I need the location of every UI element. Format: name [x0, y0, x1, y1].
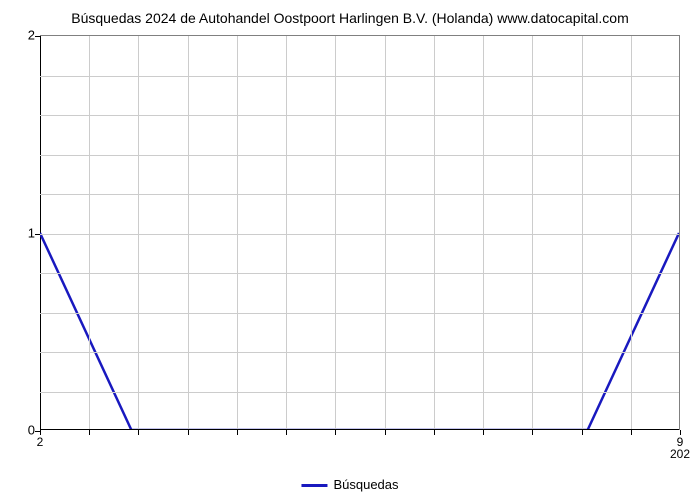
y-tick-label: 1	[28, 225, 35, 240]
vgrid	[89, 36, 90, 430]
hgrid-minor	[40, 115, 679, 116]
vgrid	[434, 36, 435, 430]
plot-area	[40, 35, 680, 430]
chart-container: Búsquedas 2024 de Autohandel Oostpoort H…	[0, 0, 700, 500]
x-tick-mark	[188, 430, 189, 435]
x-tick-mark	[582, 430, 583, 435]
vgrid	[335, 36, 336, 430]
x-tick-mark	[483, 430, 484, 435]
hgrid-minor	[40, 313, 679, 314]
x-tick-mark	[434, 430, 435, 435]
hgrid-minor	[40, 155, 679, 156]
x-tick-mark	[138, 430, 139, 435]
hgrid-minor	[40, 352, 679, 353]
x-tick-label: 2	[37, 435, 44, 449]
hgrid-minor	[40, 392, 679, 393]
vgrid	[582, 36, 583, 430]
y-tick-mark	[35, 36, 40, 37]
vgrid	[138, 36, 139, 430]
vgrid	[237, 36, 238, 430]
x-axis-legend: Búsquedas	[301, 477, 398, 492]
x-tick-mark	[237, 430, 238, 435]
y-tick-label: 0	[28, 423, 35, 438]
vgrid	[532, 36, 533, 430]
x-tick-mark	[335, 430, 336, 435]
y-tick-label: 2	[28, 28, 35, 43]
y-tick-mark	[35, 234, 40, 235]
vgrid	[188, 36, 189, 430]
hgrid-minor	[40, 194, 679, 195]
hgrid-minor	[40, 76, 679, 77]
x-tick-mark	[532, 430, 533, 435]
vgrid	[483, 36, 484, 430]
x-axis-title-text: Búsquedas	[333, 477, 398, 492]
x-corner-label: 202	[670, 447, 690, 461]
x-tick-mark	[89, 430, 90, 435]
hgrid-major	[40, 234, 679, 235]
vgrid	[385, 36, 386, 430]
vgrid	[286, 36, 287, 430]
x-tick-mark	[631, 430, 632, 435]
x-tick-mark	[286, 430, 287, 435]
legend-swatch	[301, 484, 327, 487]
x-tick-mark	[385, 430, 386, 435]
chart-title: Búsquedas 2024 de Autohandel Oostpoort H…	[0, 0, 700, 26]
vgrid	[631, 36, 632, 430]
hgrid-minor	[40, 273, 679, 274]
